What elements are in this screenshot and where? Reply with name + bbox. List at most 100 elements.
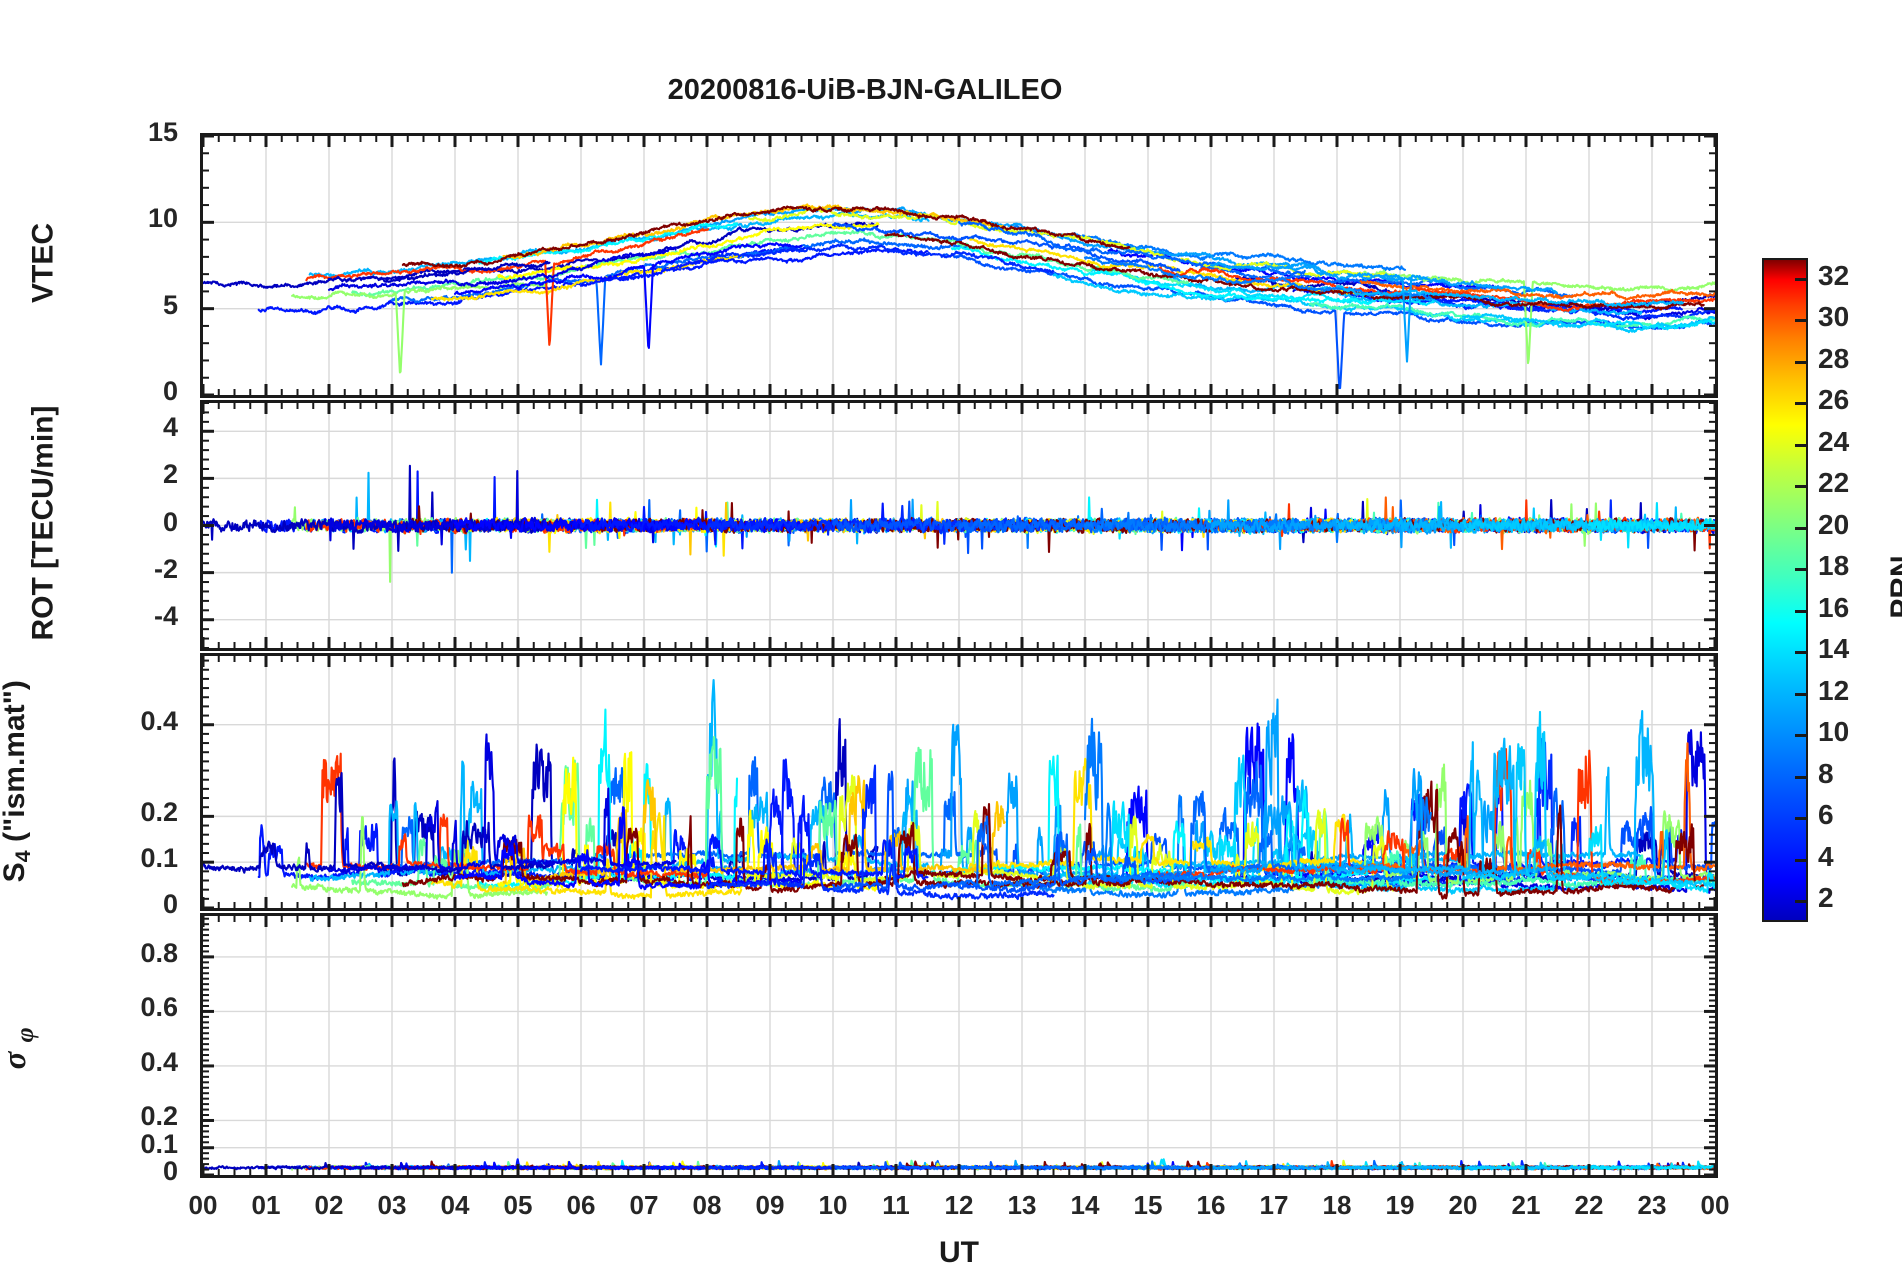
series-prn-14 <box>1587 501 1715 549</box>
plot-panel-rot <box>200 400 1718 651</box>
colorbar-tick-26: 26 <box>1818 384 1850 416</box>
y-axis-tick-labels-vtec: 0 5 10 15 <box>72 117 192 406</box>
series-prn-9 <box>1083 717 1432 885</box>
y-tick-rot-0: -4 <box>153 600 178 631</box>
series-prn-7 <box>831 770 1181 894</box>
colorbar-tick-24: 24 <box>1818 425 1850 457</box>
y-tick-s4-0: 0 <box>162 889 178 919</box>
y-tick-vtec-3: 15 <box>147 117 178 147</box>
x-tick-03-3: 03 <box>377 1190 407 1220</box>
tick-marks-sigmaphi <box>203 916 1715 1175</box>
x-tick-21-21: 21 <box>1511 1190 1541 1220</box>
series-prn-30 <box>1359 280 1715 301</box>
x-tick-05-5: 05 <box>503 1190 533 1220</box>
series-prn-1 <box>203 260 551 289</box>
series-prn-21 <box>291 282 548 374</box>
y-tick-sigmaphi-1: 0.1 <box>140 1128 178 1159</box>
series-prn-3 <box>453 806 803 891</box>
colorbar-tick-6: 6 <box>1818 799 1834 831</box>
x-tick-13-13: 13 <box>1007 1190 1037 1220</box>
y-tick-rot-3: 2 <box>162 459 178 490</box>
data-traces-sigmaphi <box>203 1158 1715 1171</box>
x-axis-label: UT <box>939 1236 979 1269</box>
series-prn-15 <box>950 246 1372 306</box>
x-tick-00-24: 00 <box>1700 1190 1730 1220</box>
colorbar-tick-mark-2 <box>1795 900 1806 904</box>
y-tick-s4-3: 0.4 <box>140 705 178 736</box>
x-tick-15-15: 15 <box>1133 1190 1163 1220</box>
colorbar-tick-mark-6 <box>1795 817 1806 821</box>
colorbar-tick-mark-10 <box>1795 734 1806 738</box>
series-prn-5 <box>705 242 1055 274</box>
colorbar-tick-mark-26 <box>1795 402 1806 406</box>
series-prn-13 <box>1461 710 1715 887</box>
series-prn-25 <box>497 222 880 281</box>
x-tick-08-8: 08 <box>692 1190 722 1220</box>
series-prn-5 <box>705 764 1055 901</box>
series-prn-1 <box>203 518 551 552</box>
colorbar-tick-14: 14 <box>1818 633 1850 665</box>
x-tick-07-7: 07 <box>629 1190 659 1220</box>
x-tick-19-19: 19 <box>1385 1190 1415 1220</box>
x-tick-23-23: 23 <box>1637 1190 1667 1220</box>
colorbar[interactable] <box>1762 258 1808 922</box>
colorbar-tick-mark-14 <box>1795 651 1806 655</box>
tick-marks-s4 <box>203 656 1715 908</box>
series-prn-12 <box>308 471 930 562</box>
colorbar-tick-32: 32 <box>1818 259 1850 291</box>
colorbar-tick-mark-12 <box>1795 692 1806 696</box>
colorbar-tick-mark-32 <box>1795 277 1806 281</box>
colorbar-tick-16: 16 <box>1818 591 1850 623</box>
plot-panel-sigmaphi <box>200 913 1718 1178</box>
tick-marks-rot <box>203 403 1715 648</box>
x-tick-06-6: 06 <box>566 1190 596 1220</box>
series-prn-14 <box>1587 319 1715 331</box>
y-tick-vtec-2: 10 <box>147 203 178 234</box>
colorbar-tick-8: 8 <box>1818 757 1834 789</box>
series-prn-33 <box>401 205 1131 269</box>
x-tick-04-4: 04 <box>440 1190 470 1220</box>
series-prn-15 <box>950 754 1372 886</box>
y-tick-rot-4: 4 <box>162 412 178 443</box>
colorbar-tick-mark-30 <box>1795 319 1806 323</box>
colorbar-tick-mark-28 <box>1795 360 1806 364</box>
y-tick-s4-2: 0.2 <box>140 797 178 828</box>
colorbar-tick-28: 28 <box>1818 342 1850 374</box>
y-tick-sigmaphi-0: 0 <box>162 1156 178 1186</box>
y-tick-rot-2: 0 <box>162 506 178 537</box>
series-prn-3 <box>453 242 803 349</box>
series-prn-36 <box>884 780 1705 900</box>
data-traces-vtec <box>203 203 1715 390</box>
series-prn-14 <box>1587 823 1715 894</box>
x-tick-12-12: 12 <box>944 1190 974 1220</box>
series-prn-2 <box>327 733 677 875</box>
y-tick-sigmaphi-5: 0.8 <box>140 937 178 968</box>
y-tick-sigmaphi-4: 0.6 <box>140 992 178 1023</box>
colorbar-tick-mark-4 <box>1795 858 1806 862</box>
series-prn-12 <box>1335 284 1684 307</box>
y-axis-label-sigmaphi: σ φ <box>0 1026 39 1069</box>
series-prn-13 <box>1461 513 1715 534</box>
series-prn-7 <box>831 222 1181 272</box>
plot-area-sigmaphi <box>203 916 1715 1175</box>
colorbar-tick-mark-8 <box>1795 775 1806 779</box>
colorbar-tick-20: 20 <box>1818 508 1850 540</box>
gridlines-sigmaphi <box>203 916 1715 1175</box>
y-tick-s4-1: 0.1 <box>140 843 178 874</box>
colorbar-tick-22: 22 <box>1818 467 1850 499</box>
colorbar-title: PRN <box>1885 555 1902 619</box>
series-prn-8 <box>957 507 1306 534</box>
colorbar-tick-mark-22 <box>1795 485 1806 489</box>
x-tick-20-20: 20 <box>1448 1190 1478 1220</box>
data-traces-rot <box>203 464 1715 583</box>
x-tick-17-17: 17 <box>1259 1190 1289 1220</box>
y-axis-tick-labels-rot: -4 -2 0 2 4 <box>72 400 192 651</box>
colorbar-tick-mark-18 <box>1795 568 1806 572</box>
plot-area-rot <box>203 403 1715 648</box>
y-tick-sigmaphi-3: 0.4 <box>140 1046 178 1077</box>
colorbar-tick-mark-20 <box>1795 526 1806 530</box>
plot-area-s4 <box>203 656 1715 908</box>
series-prn-31 <box>305 227 710 346</box>
series-prn-1 <box>382 221 879 283</box>
